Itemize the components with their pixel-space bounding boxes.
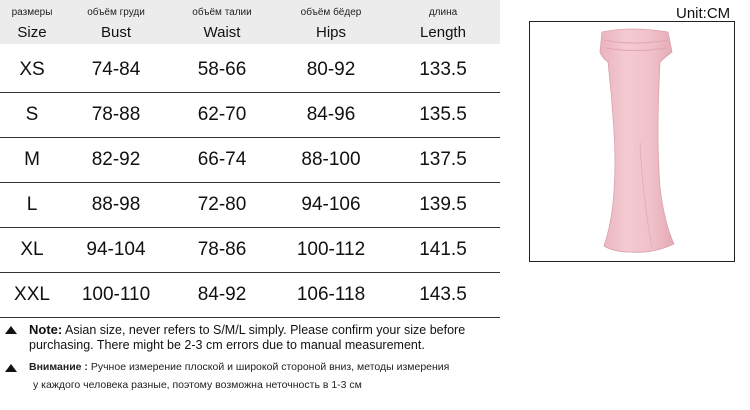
bust-cell: 88-98 <box>91 194 141 215</box>
hips-cell: 106-118 <box>296 284 366 305</box>
header-waist-ru: объём талии <box>192 7 252 18</box>
waist-cell: 72-80 <box>197 194 247 215</box>
header-hips: объём бёдер Hips <box>276 0 386 44</box>
product-image <box>529 21 735 262</box>
waist-cell: 62-70 <box>197 104 247 125</box>
ru-note-line-1: Ручное измерение плоской и широкой сторо… <box>90 361 450 373</box>
triangle-icon <box>5 364 17 372</box>
table-row: L 88-98 72-80 94-106 139.5 <box>0 183 500 228</box>
note-line-1: Asian size, never refers to S/M/L simply… <box>65 323 466 337</box>
note-line-2: purchasing. There might be 2-3 cm errors… <box>29 338 425 352</box>
size-cell: L <box>26 194 38 215</box>
length-cell: 141.5 <box>419 239 467 260</box>
bust-cell: 94-104 <box>86 239 146 260</box>
header-length-en: Length <box>420 24 466 41</box>
header-size-en: Size <box>17 24 47 41</box>
header-bust-en: Bust <box>100 24 131 41</box>
table-row: M 82-92 66-74 88-100 137.5 <box>0 138 500 183</box>
size-cell: XL <box>20 239 44 260</box>
table-row: XXL 100-110 84-92 106-118 143.5 <box>0 273 500 318</box>
hips-cell: 88-100 <box>301 149 361 170</box>
triangle-icon <box>5 326 17 334</box>
header-waist-en: Waist <box>203 24 241 41</box>
length-cell: 137.5 <box>419 149 467 170</box>
table-header-row: размеры Size объём груди Bust объём тали… <box>0 0 500 44</box>
length-cell: 133.5 <box>419 59 467 80</box>
length-cell: 135.5 <box>419 104 467 125</box>
waist-cell: 66-74 <box>197 149 247 170</box>
header-size-ru: размеры <box>11 7 53 18</box>
hips-cell: 94-106 <box>301 194 361 215</box>
table-row: S 78-88 62-70 84-96 135.5 <box>0 93 500 138</box>
bust-cell: 82-92 <box>91 149 141 170</box>
ru-note-line-2: у каждого человека разные, поэтому возмо… <box>33 379 362 391</box>
header-hips-ru: объём бёдер <box>300 7 362 18</box>
table-row: XS 74-84 58-66 80-92 133.5 <box>0 48 500 93</box>
header-length: длина Length <box>386 0 500 44</box>
bust-cell: 100-110 <box>81 284 151 305</box>
hips-cell: 84-96 <box>306 104 356 125</box>
header-bust-ru: объём груди <box>87 7 145 18</box>
size-cell: XS <box>19 59 45 80</box>
hips-cell: 100-112 <box>296 239 366 260</box>
header-size: размеры Size <box>0 0 64 44</box>
size-cell: XXL <box>14 284 50 305</box>
dress-shape <box>599 28 675 253</box>
length-cell: 143.5 <box>419 284 467 305</box>
bust-cell: 74-84 <box>91 59 141 80</box>
waist-cell: 84-92 <box>197 284 247 305</box>
header-bust: объём груди Bust <box>64 0 168 44</box>
unit-label: Unit:CM <box>676 5 731 22</box>
bust-cell: 78-88 <box>91 104 141 125</box>
note-label: Note: <box>29 322 63 337</box>
hips-cell: 80-92 <box>306 59 356 80</box>
size-cell: M <box>24 149 40 170</box>
waist-cell: 78-86 <box>197 239 247 260</box>
header-waist: объём талии Waist <box>168 0 276 44</box>
table-row: XL 94-104 78-86 100-112 141.5 <box>0 228 500 273</box>
header-length-ru: длина <box>428 7 458 18</box>
waist-cell: 58-66 <box>197 59 247 80</box>
header-hips-en: Hips <box>315 24 346 41</box>
dress-illustration <box>599 28 675 253</box>
ru-note-label: Внимание : <box>29 361 88 373</box>
size-cell: S <box>25 104 39 125</box>
length-cell: 139.5 <box>419 194 467 215</box>
